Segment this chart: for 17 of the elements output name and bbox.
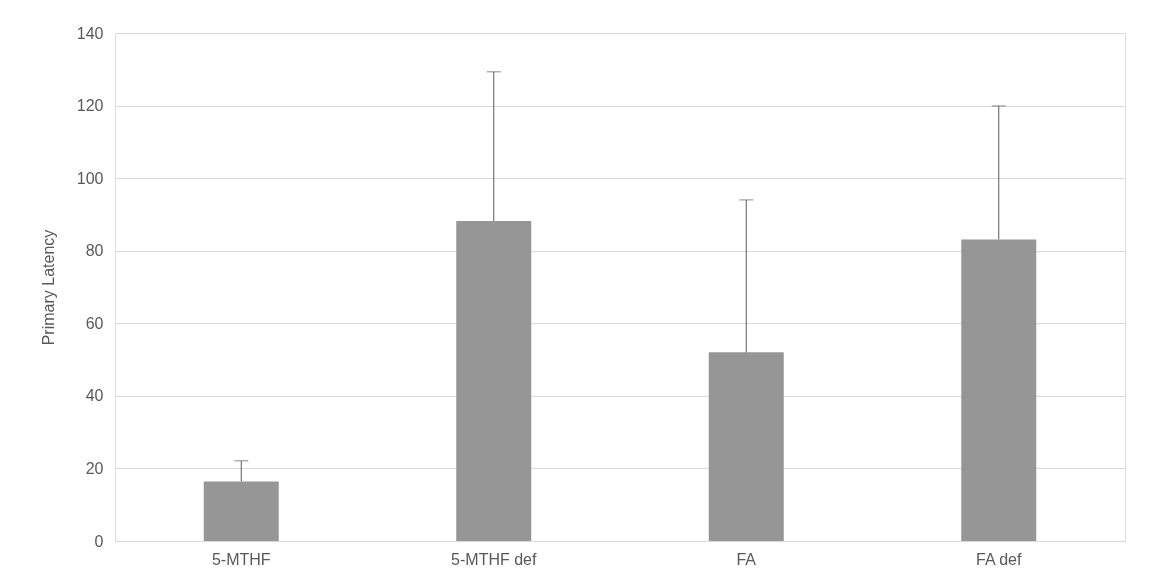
x-tick-label: 5-MTHF def [451,550,537,568]
y-tick-label: 80 [85,242,104,260]
bar [708,352,784,541]
bar [961,239,1037,541]
y-tick-label: 40 [85,387,104,405]
y-axis-title: Primary Latency [39,229,57,346]
y-tick-label: 0 [94,532,104,550]
bar [203,481,279,541]
y-tick-label: 20 [85,459,104,477]
y-tick-label: 140 [76,24,104,42]
x-tick-label: FA def [976,550,1022,568]
y-tick-label: 120 [76,97,104,115]
y-tick-label: 60 [85,314,104,332]
x-tick-label: FA [736,550,757,568]
y-tick-label: 100 [76,169,104,187]
x-tick-label: 5-MTHF [211,550,271,568]
bar [456,220,532,541]
